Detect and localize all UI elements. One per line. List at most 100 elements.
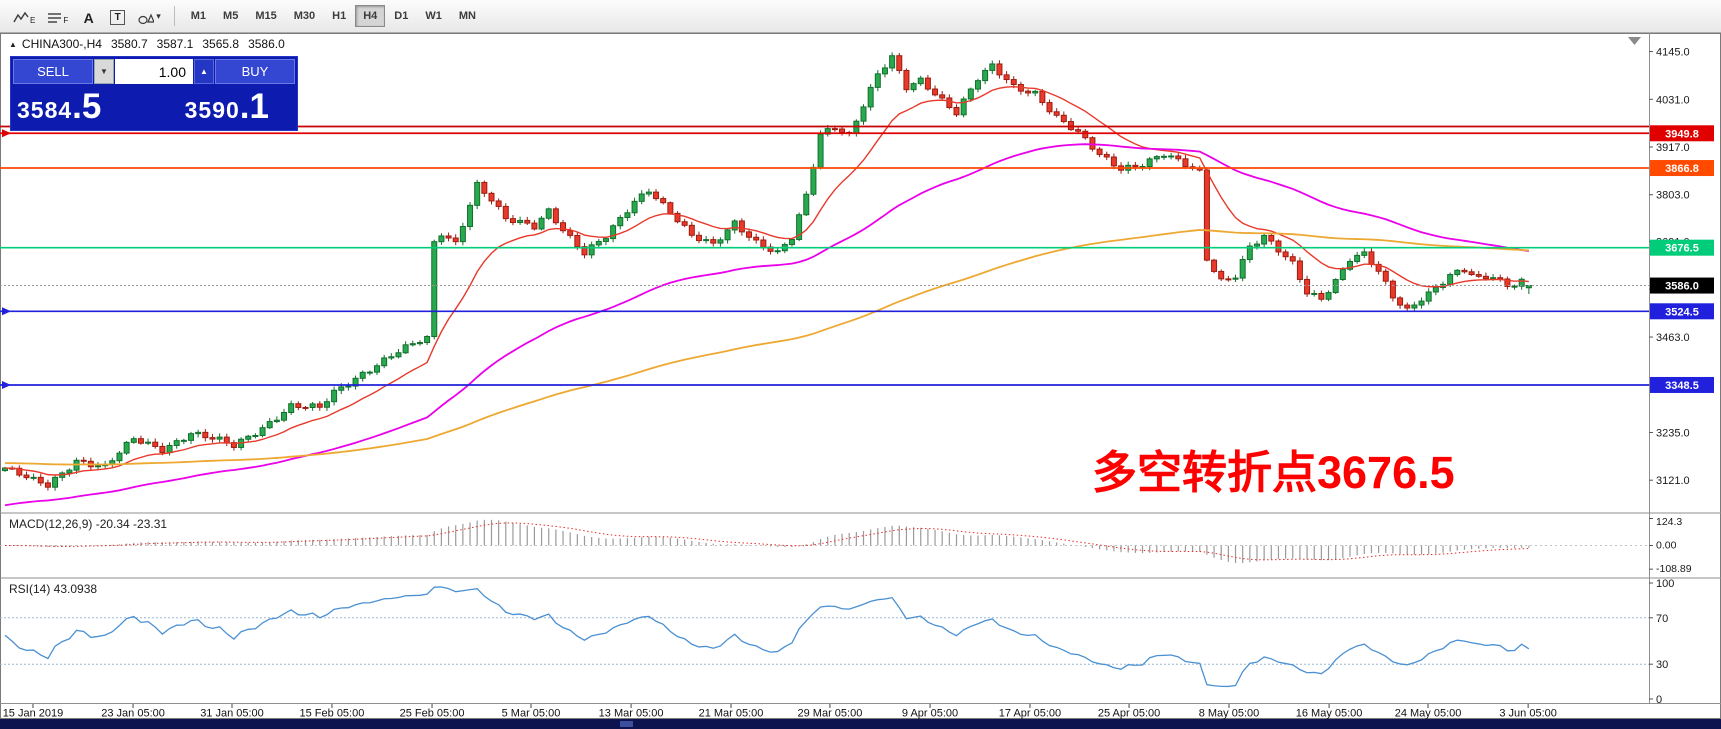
candlestick-series <box>2 52 1532 491</box>
rsi-line <box>4 586 1530 688</box>
timeframe-button-h1[interactable]: H1 <box>324 5 354 27</box>
ohlc-high: 3587.1 <box>156 37 194 51</box>
volume-decrease-button[interactable]: ▼ <box>94 59 114 84</box>
shapes-dropdown-caret-icon: ▾ <box>156 10 161 21</box>
trade-controls-row: SELL ▼ 1.00 ▲ BUY <box>13 59 295 84</box>
buy-price-main: 3590 <box>184 96 240 123</box>
sell-price-fraction: .5 <box>72 86 102 126</box>
symbol-name: CHINA300-,H4 <box>21 37 102 51</box>
sell-price: 3584.5 <box>17 89 101 124</box>
svg-text:23 Jan 05:00: 23 Jan 05:00 <box>101 708 165 720</box>
indicator-grid-icon <box>48 13 62 23</box>
svg-text:3235.0: 3235.0 <box>1656 427 1690 439</box>
svg-text:124.3: 124.3 <box>1656 516 1682 528</box>
svg-text:3676.5: 3676.5 <box>1665 243 1699 255</box>
svg-text:15 Jan 2019: 15 Jan 2019 <box>3 708 64 720</box>
svg-text:21 Mar 05:00: 21 Mar 05:00 <box>699 708 764 720</box>
svg-text:3 Jun 05:00: 3 Jun 05:00 <box>1499 708 1557 720</box>
expert-advisor-button[interactable]: E <box>8 4 40 28</box>
svg-text:30: 30 <box>1656 659 1668 671</box>
macd-indicator-label: MACD(12,26,9) -20.34 -23.31 <box>9 517 168 531</box>
svg-text:3586.0: 3586.0 <box>1665 281 1699 293</box>
volume-increase-button[interactable]: ▲ <box>194 59 214 84</box>
svg-text:0: 0 <box>1656 694 1662 706</box>
rsi-pane: 100 70 30 0 <box>0 578 1674 706</box>
price-axis: 4145.04031.03917.03803.03691.03577.03463… <box>1628 37 1714 487</box>
mid-ma-line <box>4 143 1529 507</box>
svg-text:4145.0: 4145.0 <box>1656 47 1690 59</box>
text-label-icon: A <box>83 10 94 26</box>
svg-text:100: 100 <box>1656 578 1674 590</box>
icon-sub-label-e: E <box>30 16 36 25</box>
text-box-icon: T <box>110 10 126 25</box>
top-toolbar: E F A T ▾ M1 M5 M15 M30 H1 H4 D1 W1 MN <box>0 0 1721 33</box>
svg-text:3949.8: 3949.8 <box>1665 128 1699 140</box>
svg-text:15 Feb 05:00: 15 Feb 05:00 <box>300 708 365 720</box>
timeframe-button-m15[interactable]: M15 <box>247 5 284 27</box>
indicator-list-button[interactable]: F <box>42 4 73 28</box>
svg-text:3348.5: 3348.5 <box>1665 380 1699 392</box>
timeframe-button-d1[interactable]: D1 <box>386 5 416 27</box>
timeframe-button-mn[interactable]: MN <box>451 5 484 27</box>
svg-text:16 May 05:00: 16 May 05:00 <box>1296 708 1363 720</box>
sell-button[interactable]: SELL <box>13 59 93 84</box>
svg-text:25 Feb 05:00: 25 Feb 05:00 <box>400 708 465 720</box>
toolbar-separator <box>173 6 175 26</box>
svg-text:3917.0: 3917.0 <box>1656 142 1690 154</box>
svg-text:4031.0: 4031.0 <box>1656 94 1690 106</box>
buy-button[interactable]: BUY <box>215 59 295 84</box>
bottom-taskbar <box>0 719 1721 729</box>
sell-price-main: 3584 <box>17 96 73 123</box>
moving-averages <box>4 85 1529 507</box>
timeframe-button-group: M1 M5 M15 M30 H1 H4 D1 W1 MN <box>183 5 484 27</box>
svg-text:3463.0: 3463.0 <box>1656 332 1690 344</box>
svg-text:8 May 05:00: 8 May 05:00 <box>1199 708 1260 720</box>
fast-ma-line <box>4 85 1529 476</box>
rsi-indicator-label: RSI(14) 43.0938 <box>9 582 98 596</box>
svg-text:3524.5: 3524.5 <box>1665 306 1699 318</box>
volume-input[interactable]: 1.00 <box>115 59 193 84</box>
svg-text:17 Apr 05:00: 17 Apr 05:00 <box>999 708 1061 720</box>
svg-text:3121.0: 3121.0 <box>1656 475 1690 487</box>
series-marker-icon: ▲ <box>9 39 17 49</box>
symbol-header: ▲ CHINA300-,H4 3580.7 3587.1 3565.8 3586… <box>9 37 285 51</box>
timeframe-button-m5[interactable]: M5 <box>215 5 246 27</box>
slow-ma-line <box>4 229 1529 466</box>
shapes-tool-button[interactable]: ▾ <box>133 4 166 28</box>
svg-text:24 May 05:00: 24 May 05:00 <box>1395 708 1462 720</box>
svg-text:31 Jan 05:00: 31 Jan 05:00 <box>200 708 264 720</box>
timeframe-button-m30[interactable]: M30 <box>286 5 323 27</box>
timeframe-button-w1[interactable]: W1 <box>417 5 450 27</box>
shapes-icon <box>138 13 155 25</box>
taskbar-item[interactable] <box>620 721 633 727</box>
svg-text:29 Mar 05:00: 29 Mar 05:00 <box>798 708 863 720</box>
ohlc-close: 3586.0 <box>248 37 285 51</box>
chart-line-icon <box>13 11 29 23</box>
svg-text:9 Apr 05:00: 9 Apr 05:00 <box>902 708 958 720</box>
ohlc-low: 3565.8 <box>202 37 240 51</box>
svg-text:3866.8: 3866.8 <box>1665 163 1699 175</box>
bid-ask-prices: 3584.5 3590.1 <box>13 84 295 128</box>
text-label-tool-button[interactable]: A <box>75 4 102 28</box>
svg-text:13 Mar 05:00: 13 Mar 05:00 <box>599 708 664 720</box>
timeframe-button-m1[interactable]: M1 <box>183 5 214 27</box>
horizontal-lines <box>0 125 1649 389</box>
chart-shift-marker-icon <box>1628 37 1641 45</box>
svg-text:25 Apr 05:00: 25 Apr 05:00 <box>1098 708 1160 720</box>
chart-annotation-text: 多空转折点3676.5 <box>1092 447 1455 498</box>
one-click-trading-panel: SELL ▼ 1.00 ▲ BUY 3584.5 3590.1 <box>11 57 297 130</box>
svg-text:70: 70 <box>1656 613 1668 625</box>
svg-text:0.00: 0.00 <box>1656 540 1677 552</box>
buy-price-fraction: .1 <box>239 86 269 126</box>
svg-text:-108.89: -108.89 <box>1656 563 1692 575</box>
date-axis: 15 Jan 2019 23 Jan 05:00 31 Jan 05:00 15 Fe… <box>3 704 1557 720</box>
buy-price: 3590.1 <box>185 89 269 124</box>
macd-signal-line <box>4 522 1529 561</box>
timeframe-button-h4[interactable]: H4 <box>355 5 386 27</box>
ohlc-open: 3580.7 <box>110 37 148 51</box>
svg-text:5 Mar 05:00: 5 Mar 05:00 <box>502 708 561 720</box>
text-box-tool-button[interactable]: T <box>104 4 131 28</box>
macd-pane: 124.3 0.00 -108.89 <box>0 516 1692 575</box>
chart-frame <box>0 33 1721 719</box>
